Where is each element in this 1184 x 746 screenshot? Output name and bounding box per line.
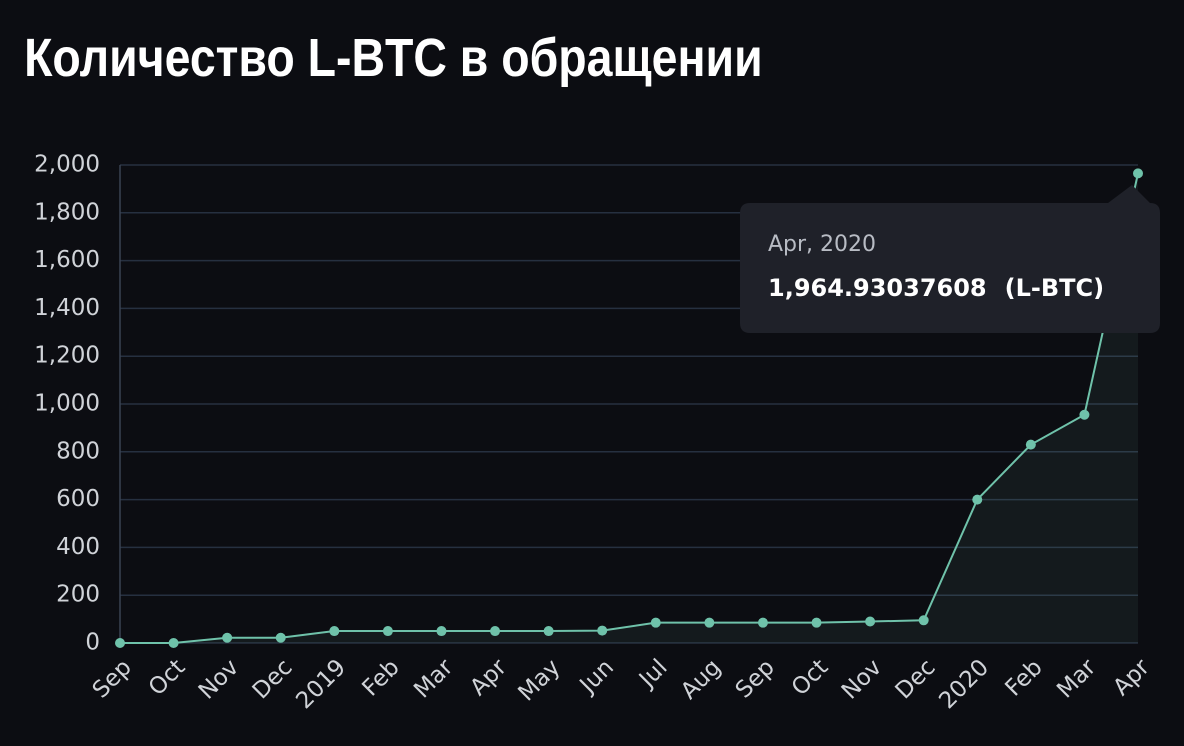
y-tick-label: 1,200 bbox=[34, 343, 100, 369]
x-tick-label: Apr bbox=[1108, 654, 1155, 701]
point bbox=[1133, 168, 1143, 179]
point bbox=[811, 617, 822, 628]
y-tick-label: 1,600 bbox=[34, 247, 100, 273]
y-tick-label: 800 bbox=[56, 438, 100, 464]
x-tick-label: Sep bbox=[88, 654, 137, 703]
point bbox=[436, 626, 447, 637]
x-tick-label: Feb bbox=[358, 654, 405, 701]
point bbox=[329, 626, 340, 637]
line bbox=[120, 173, 1139, 644]
y-tick-label: 600 bbox=[56, 486, 100, 512]
tooltip-unit: (L-BTC) bbox=[1005, 274, 1104, 302]
tooltip-title: Apr, 2020 bbox=[768, 232, 876, 257]
x-tick-label: 2020 bbox=[934, 654, 994, 714]
y-tick-label: 1,800 bbox=[34, 199, 100, 225]
x-tick-label: Oct bbox=[144, 654, 191, 701]
x-tick-label: Jun bbox=[574, 654, 619, 699]
x-tick-label: Nov bbox=[837, 654, 887, 704]
x-tick-label: Sep bbox=[731, 654, 780, 703]
x-tick-label: Nov bbox=[194, 654, 244, 704]
point bbox=[115, 638, 125, 648]
x-tick-label: Oct bbox=[787, 654, 834, 701]
point bbox=[757, 617, 768, 628]
y-tick-label: 200 bbox=[56, 582, 100, 608]
x-tick-label: Feb bbox=[1000, 654, 1047, 701]
point bbox=[972, 494, 983, 505]
x-tick-label: Dec bbox=[248, 654, 298, 704]
point bbox=[543, 626, 554, 637]
y-tick-label: 1,400 bbox=[34, 295, 100, 321]
point bbox=[490, 626, 501, 637]
y-tick-label: 1,000 bbox=[34, 391, 100, 417]
y-tick-label: 0 bbox=[85, 630, 100, 656]
point bbox=[865, 616, 876, 627]
point bbox=[1025, 439, 1036, 450]
x-tick-label: Mar bbox=[409, 654, 458, 703]
point bbox=[168, 638, 179, 648]
point bbox=[382, 626, 393, 637]
tooltip: Apr, 2020 1,964.93037608 (L-BTC) bbox=[740, 185, 1160, 333]
point bbox=[275, 632, 286, 643]
x-tick-label: Dec bbox=[891, 654, 941, 704]
x-tick-label: Mar bbox=[1052, 654, 1101, 703]
chart-title: Количество L-BTC в обращении bbox=[24, 27, 763, 88]
x-tick-label: May bbox=[513, 654, 565, 706]
y-tick-label: 2,000 bbox=[34, 152, 100, 178]
x-tick-label: Apr bbox=[465, 654, 512, 701]
x-tick-label: Aug bbox=[676, 654, 726, 704]
x-tick-label: Jul bbox=[633, 654, 672, 693]
tooltip-box bbox=[740, 185, 1160, 333]
point bbox=[1079, 409, 1090, 420]
point bbox=[222, 632, 233, 643]
point bbox=[597, 625, 608, 636]
tooltip-number: 1,964.93037608 bbox=[768, 274, 987, 302]
point bbox=[650, 617, 661, 628]
y-tick-label: 400 bbox=[56, 534, 100, 560]
area bbox=[120, 173, 1138, 643]
x-tick-label: 2019 bbox=[291, 654, 351, 714]
point bbox=[704, 617, 715, 628]
tooltip-value: 1,964.93037608 (L-BTC) bbox=[768, 274, 1104, 302]
point bbox=[918, 615, 929, 626]
